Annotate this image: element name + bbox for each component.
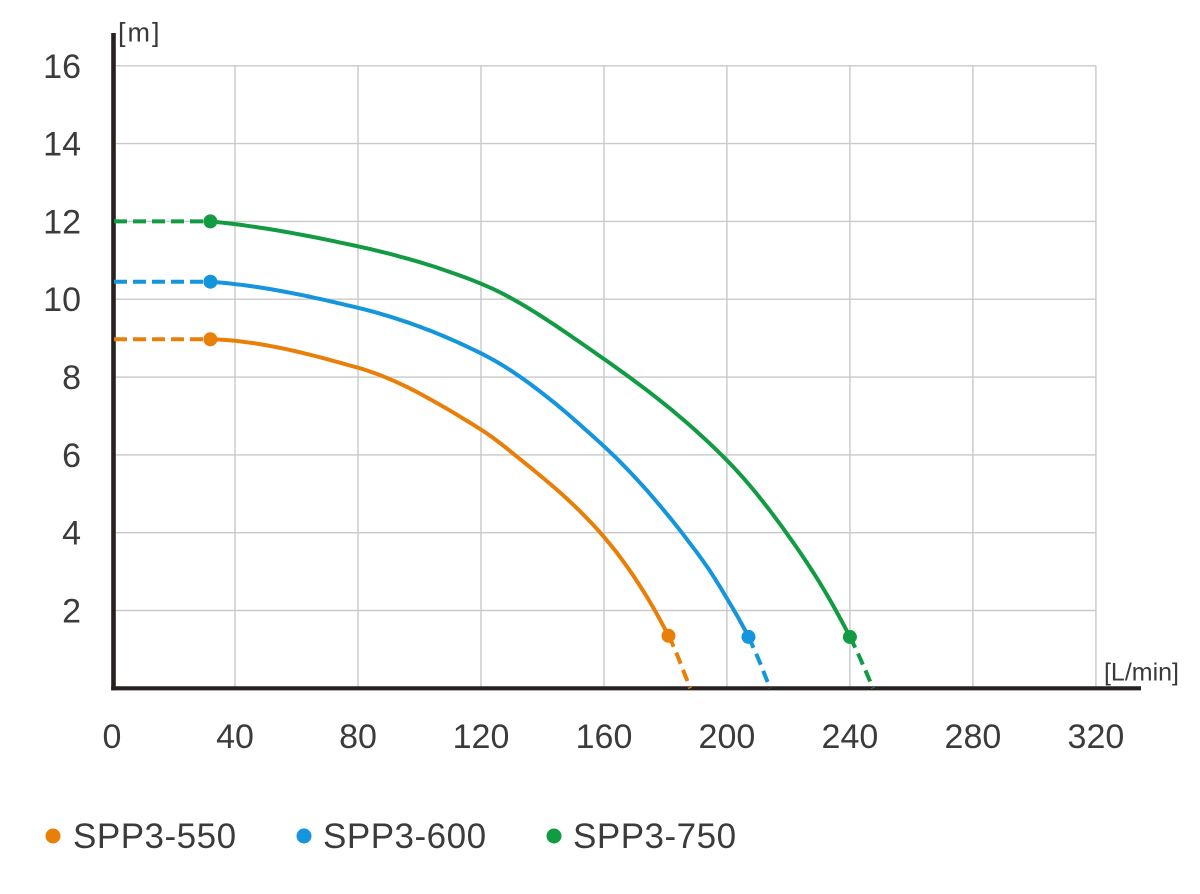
svg-text:4: 4 xyxy=(62,515,81,553)
svg-text:10: 10 xyxy=(43,281,81,319)
svg-text:80: 80 xyxy=(339,718,377,756)
svg-text:0: 0 xyxy=(103,718,122,756)
svg-text:200: 200 xyxy=(699,718,756,756)
svg-text:120: 120 xyxy=(453,718,510,756)
svg-text:SPP3-750: SPP3-750 xyxy=(573,817,737,856)
svg-text:320: 320 xyxy=(1068,718,1125,756)
svg-text:40: 40 xyxy=(216,718,254,756)
svg-text:280: 280 xyxy=(945,718,1002,756)
svg-text:[m]: [m] xyxy=(118,18,162,48)
svg-text:14: 14 xyxy=(43,126,81,164)
svg-text:16: 16 xyxy=(43,48,81,86)
svg-text:SPP3-600: SPP3-600 xyxy=(323,817,487,856)
svg-text:6: 6 xyxy=(62,437,81,475)
svg-text:[L/min]: [L/min] xyxy=(1104,659,1179,687)
svg-text:240: 240 xyxy=(822,718,879,756)
svg-text:SPP3-550: SPP3-550 xyxy=(73,817,237,856)
svg-text:160: 160 xyxy=(576,718,633,756)
svg-text:12: 12 xyxy=(43,203,81,241)
svg-text:2: 2 xyxy=(62,593,81,631)
svg-text:8: 8 xyxy=(62,359,81,397)
